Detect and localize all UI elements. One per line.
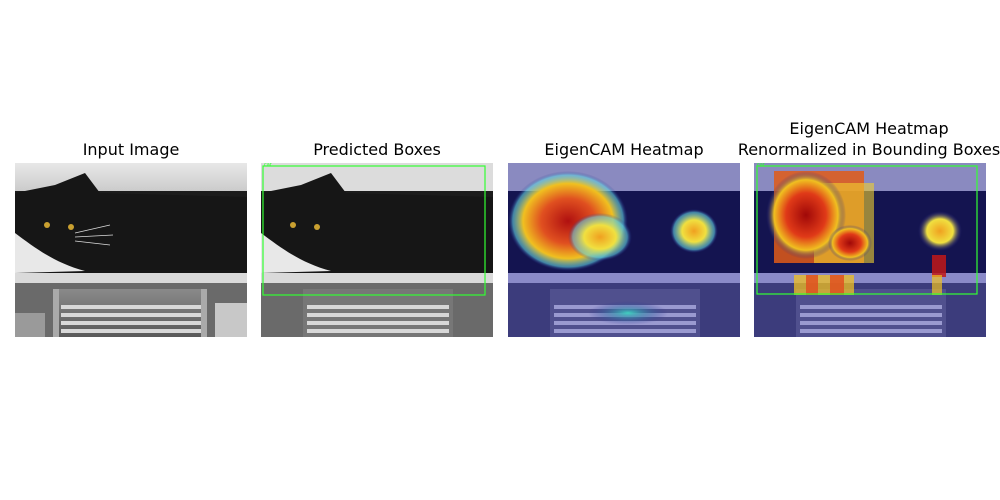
cat-photo-with-box: cat [261, 163, 493, 337]
box-label: cat [264, 163, 272, 168]
eigencam-renormalized-panel: cat [754, 163, 986, 337]
input-image-panel [15, 163, 247, 337]
eigencam-heatmap-panel [508, 163, 740, 337]
predicted-boxes-panel: cat [261, 163, 493, 337]
panel-title-eigencam: EigenCAM Heatmap [544, 140, 704, 159]
bounding-box [262, 165, 486, 296]
renormalized-heatmap-image: cat [754, 163, 986, 337]
box-label: cat [757, 163, 765, 168]
bounding-box [756, 165, 978, 295]
heatmap-image [508, 163, 740, 337]
panel-title-input-image: Input Image [82, 140, 180, 159]
panel-title-eigencam-renormalized: EigenCAM Heatmap Renormalized in Boundin… [737, 119, 1000, 159]
cat-photo [15, 163, 247, 337]
panel-title-predicted-boxes: Predicted Boxes [313, 140, 441, 159]
